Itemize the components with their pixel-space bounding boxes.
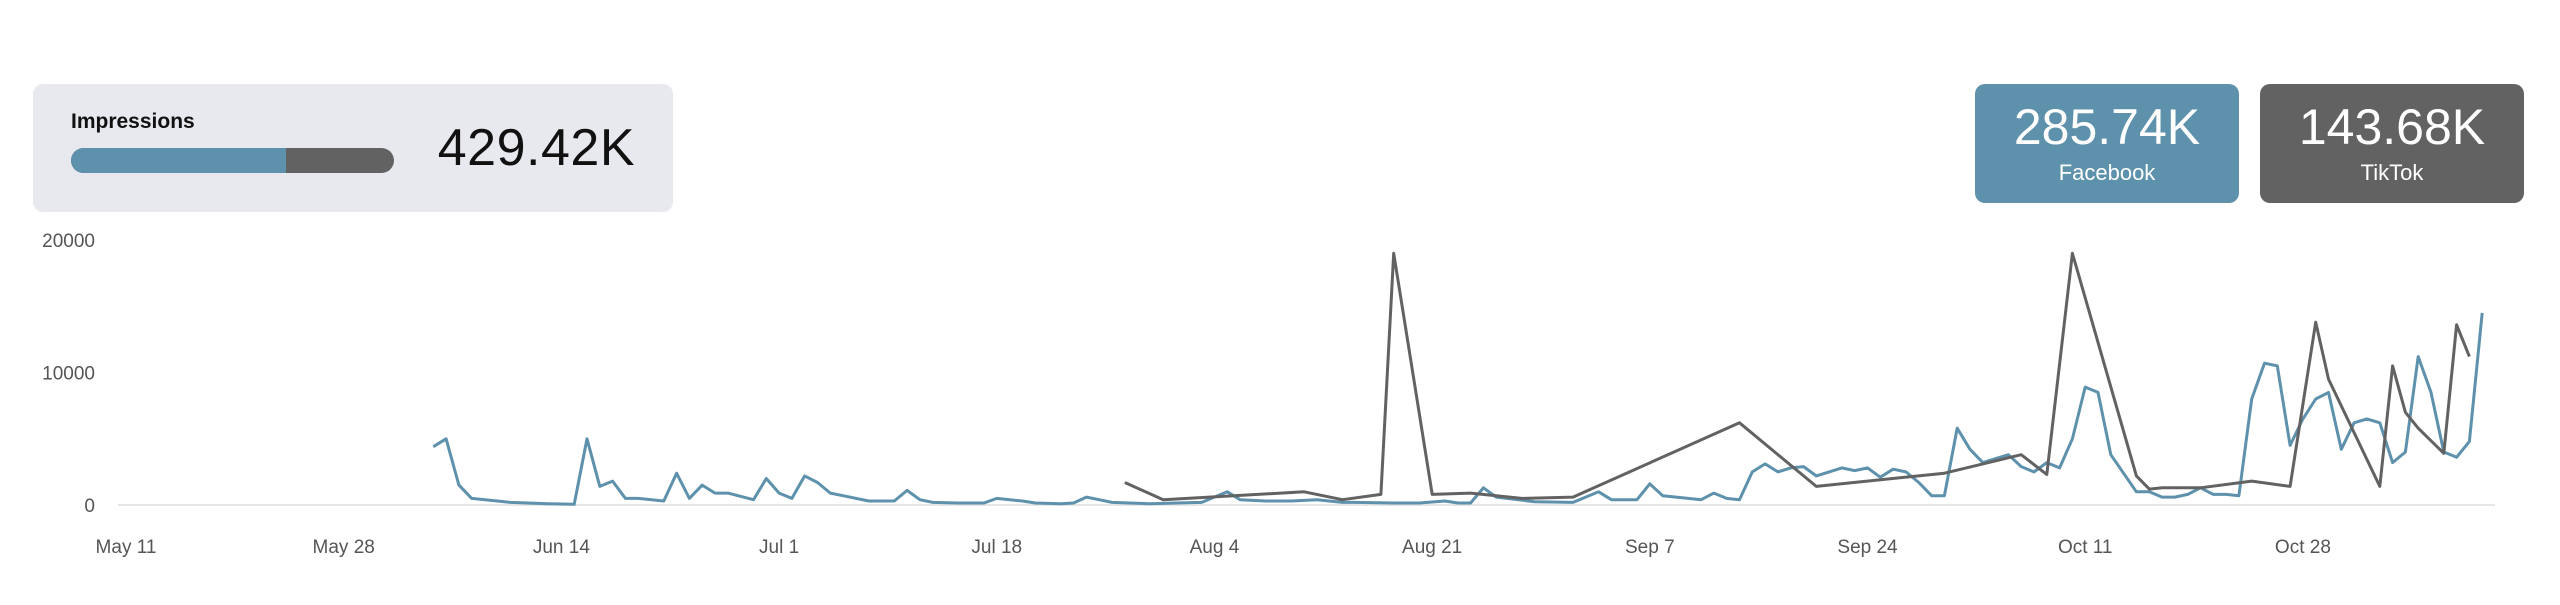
impressions-summary-card: Impressions 429.42K	[33, 84, 673, 212]
facebook-impressions-value: 285.74K	[2013, 99, 2201, 155]
facebook-series-line	[432, 312, 2484, 506]
facebook-kpi-card[interactable]: 285.74K Facebook	[1975, 84, 2239, 203]
x-tick-label: Sep 7	[1625, 537, 1675, 558]
x-tick-label: May 11	[96, 537, 157, 558]
y-tick-label: 0	[84, 496, 95, 517]
impressions-label: Impressions	[71, 110, 195, 133]
x-tick-label: Oct 11	[2058, 537, 2113, 558]
x-axis: May 11 May 28 Jun 14 Jul 1 Jul 18 Aug 4 Aug 21…	[96, 537, 2331, 558]
x-tick-label: Jun 14	[533, 537, 590, 558]
impressions-total: 429.42K	[437, 119, 635, 177]
tiktok-impressions-value: 143.68K	[2298, 99, 2486, 155]
x-tick-label: May 28	[313, 537, 375, 558]
chart-series	[432, 251, 2484, 506]
y-tick-label: 20000	[42, 231, 95, 252]
tiktok-kpi-card[interactable]: 143.68K TikTok	[2260, 84, 2524, 203]
facebook-label: Facebook	[2058, 160, 2156, 185]
impressions-line-chart: 0 10000 20000 May 11 May 28 Jun 14 Jul 1 Jul 1…	[42, 231, 2495, 558]
y-axis: 0 10000 20000	[42, 231, 2495, 517]
x-tick-label: Sep 24	[1837, 537, 1898, 558]
x-tick-label: Jul 1	[759, 537, 799, 558]
facebook-share-fill	[71, 148, 286, 173]
x-tick-label: Oct 28	[2275, 537, 2331, 558]
platform-split-bar	[71, 148, 394, 173]
x-tick-label: Jul 18	[971, 537, 1022, 558]
tiktok-label: TikTok	[2360, 160, 2424, 185]
y-tick-label: 10000	[42, 364, 95, 385]
x-tick-label: Aug 21	[1402, 537, 1462, 558]
x-tick-label: Aug 4	[1190, 537, 1240, 558]
tiktok-series-line	[1124, 251, 2471, 502]
